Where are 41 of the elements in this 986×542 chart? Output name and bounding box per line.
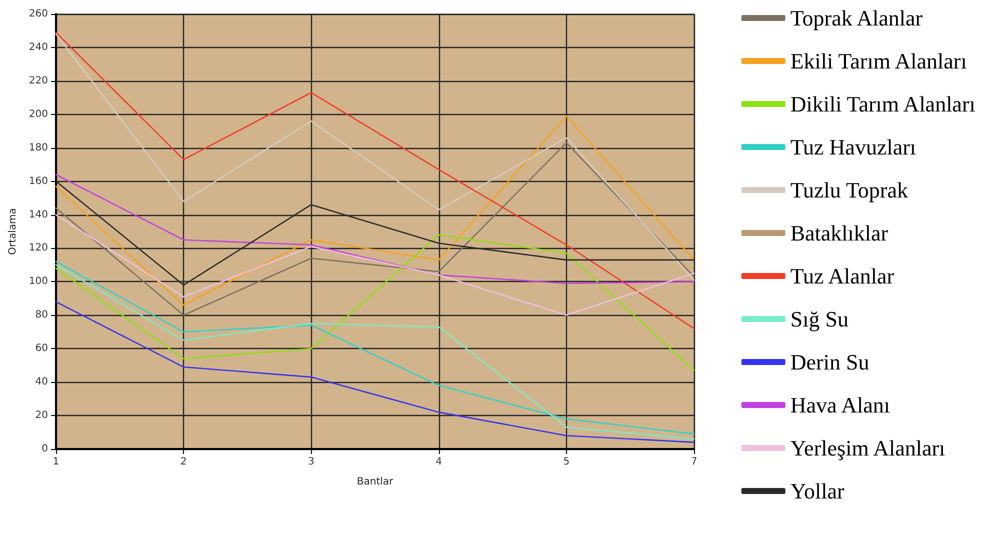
line-series: [55, 115, 695, 306]
x-tick-label: 1: [52, 456, 60, 468]
legend-label: Toprak Alanlar: [790, 6, 924, 30]
y-axis-title: Ortalama: [8, 208, 18, 255]
x-tick-label: 7: [690, 456, 698, 468]
y-tick-label: 240: [28, 42, 48, 53]
x-axis-title: Bantlar: [356, 476, 394, 488]
line-series: [55, 234, 695, 372]
legend-label: Tuz Alanlar: [790, 264, 895, 288]
y-tick-label: 80: [35, 310, 48, 321]
y-tick-label: 60: [35, 343, 48, 354]
x-tick-label: 5: [563, 456, 570, 468]
y-tick-label: 100: [28, 276, 48, 288]
line-series: [55, 301, 695, 443]
legend-label: Derin Su: [790, 350, 870, 374]
y-tick-label: 40: [35, 376, 48, 388]
legend-label: Dikili Tarım Alanları: [790, 92, 976, 116]
x-tick-label: 2: [180, 456, 187, 468]
legend-label: Bataklıklar: [790, 220, 889, 246]
line-series: [55, 32, 695, 330]
x-tick-label: 3: [308, 456, 314, 468]
y-tick-label: 200: [28, 108, 48, 120]
legend-label: Yerleşim Alanları: [790, 436, 946, 460]
legend-label: Tuz Havuzları: [790, 134, 916, 160]
y-tick-label: 180: [28, 142, 48, 154]
line-series: [55, 214, 695, 316]
y-tick-label: 140: [28, 209, 48, 220]
y-tick-label: 0: [42, 444, 48, 454]
y-tick-label: 120: [28, 242, 48, 254]
legend-label: Yollar: [790, 478, 846, 504]
line-series: [55, 33, 695, 281]
legend-label: Hava Alanı: [790, 392, 890, 418]
y-tick-label: 160: [28, 176, 48, 187]
y-tick-label: 220: [28, 75, 48, 86]
x-tick-label: 4: [436, 456, 442, 468]
line-series: [55, 142, 695, 316]
legend-label: Tuzlu Toprak: [790, 178, 908, 202]
y-tick-label: 260: [28, 8, 48, 20]
legend-label: Ekili Tarım Alanları: [790, 48, 967, 74]
legend-label: Sığ Su: [790, 306, 848, 332]
y-tick-label: 20: [35, 410, 48, 422]
